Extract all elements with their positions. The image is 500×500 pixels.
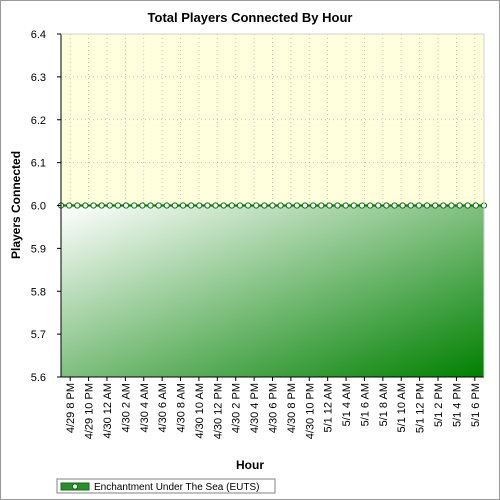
- data-point: [114, 202, 122, 209]
- data-point: [236, 202, 244, 209]
- x-tick-label: 4/30 4 AM: [139, 383, 151, 433]
- data-point: [342, 202, 349, 209]
- data-point: [326, 202, 333, 209]
- data-point: [220, 202, 227, 209]
- x-tick-label: 4/30 2 PM: [231, 383, 243, 433]
- series-area: [61, 205, 484, 377]
- data-point: [269, 202, 276, 209]
- x-tick-label: 4/30 12 PM: [212, 383, 224, 439]
- data-point: [82, 202, 89, 209]
- data-point: [179, 202, 187, 209]
- data-point: [122, 202, 130, 209]
- series-area-fill: [61, 205, 484, 377]
- data-point: [399, 202, 406, 209]
- data-point: [440, 202, 447, 209]
- data-point: [464, 202, 471, 209]
- data-point: [253, 202, 260, 209]
- data-point: [432, 202, 439, 209]
- y-tick-label: 5.9: [31, 243, 46, 255]
- data-point: [383, 202, 390, 209]
- data-point: [244, 202, 252, 209]
- x-tick-label: 4/30 12 AM: [102, 383, 114, 439]
- data-point: [448, 202, 455, 209]
- legend-box: [56, 478, 276, 494]
- x-tick-label: 5/1 10 AM: [396, 383, 408, 433]
- data-point: [106, 202, 113, 209]
- x-tick-label: 4/30 2 AM: [120, 383, 132, 433]
- data-point: [171, 202, 178, 209]
- y-axis-label: Players Connected: [9, 151, 23, 259]
- y-tick-label: 5.8: [31, 286, 46, 298]
- data-point: [456, 202, 463, 209]
- data-point: [98, 202, 105, 209]
- y-tick-label: 6.4: [31, 29, 46, 41]
- data-point: [261, 202, 268, 209]
- data-point: [367, 202, 374, 209]
- x-tick-label: 5/1 12 PM: [415, 383, 427, 433]
- y-tick-label: 6.1: [31, 158, 46, 170]
- data-point: [277, 202, 284, 209]
- data-point: [155, 202, 162, 209]
- x-tick-label: 5/1 6 PM: [470, 383, 482, 427]
- data-point: [301, 202, 309, 209]
- x-tick-label: 4/30 6 PM: [268, 383, 280, 433]
- series-points: [57, 202, 488, 209]
- data-point: [358, 202, 366, 209]
- x-tick-label: 5/1 6 AM: [359, 383, 371, 426]
- data-point: [285, 202, 292, 209]
- x-tick-label: 4/30 8 PM: [286, 383, 298, 433]
- data-point: [212, 202, 219, 209]
- y-tick-label: 6.3: [31, 72, 46, 84]
- y-tick-label: 5.7: [31, 329, 46, 341]
- data-point: [318, 202, 325, 209]
- x-tick-label: 5/1 4 AM: [341, 383, 353, 426]
- y-tick-label: 6.0: [31, 201, 46, 213]
- legend: Enchantment Under The Sea (EUTS): [56, 478, 276, 494]
- x-tick-label: 5/1 12 AM: [323, 383, 335, 433]
- data-point: [472, 202, 479, 209]
- data-point: [350, 202, 357, 209]
- data-point: [228, 202, 235, 209]
- data-point: [131, 202, 138, 209]
- data-point: [188, 202, 195, 209]
- data-point: [139, 202, 146, 209]
- x-tick-label: 4/30 4 PM: [249, 383, 261, 433]
- data-point: [407, 202, 414, 209]
- x-tick-label: 4/30 6 AM: [157, 383, 169, 433]
- data-point: [423, 202, 431, 209]
- data-point: [415, 202, 423, 209]
- data-point: [334, 202, 341, 209]
- x-tick-label: 5/1 8 AM: [378, 383, 390, 426]
- x-tick-label: 4/30 10 PM: [304, 383, 316, 439]
- data-point: [74, 202, 81, 209]
- x-axis-label: Hour: [236, 458, 264, 472]
- y-tick-labels: 5.6 5.7 5.8 5.9 6.0 6.1 6.2 6.3 6.4: [31, 29, 61, 384]
- x-tick-label: 5/1 4 PM: [451, 383, 463, 427]
- data-point: [391, 202, 398, 209]
- legend-marker: [71, 483, 79, 490]
- x-tick-label: 4/30 10 AM: [194, 383, 206, 439]
- chart-title: Total Players Connected By Hour: [148, 10, 353, 25]
- data-point: [196, 202, 203, 209]
- x-tick-label: 5/1 2 PM: [433, 383, 445, 427]
- x-tick-label: 4/30 8 AM: [176, 383, 188, 433]
- data-point: [375, 202, 382, 209]
- y-tick-label: 6.2: [31, 115, 46, 127]
- data-point: [293, 202, 301, 209]
- data-point: [163, 202, 170, 209]
- x-tick-labels: 4/29 8 PM 4/29 10 PM 4/30 12 AM 4/30 2 AM 4/…: [65, 377, 482, 439]
- data-point: [310, 202, 317, 209]
- data-point: [147, 202, 154, 209]
- x-tick-label: 4/29 8 PM: [65, 383, 77, 433]
- y-tick-label: 5.6: [31, 372, 46, 384]
- data-point: [204, 202, 211, 209]
- legend-label: Enchantment Under The Sea (EUTS): [94, 482, 259, 493]
- data-point: [90, 202, 97, 209]
- x-tick-label: 4/29 10 PM: [84, 383, 96, 439]
- data-point: [66, 202, 73, 209]
